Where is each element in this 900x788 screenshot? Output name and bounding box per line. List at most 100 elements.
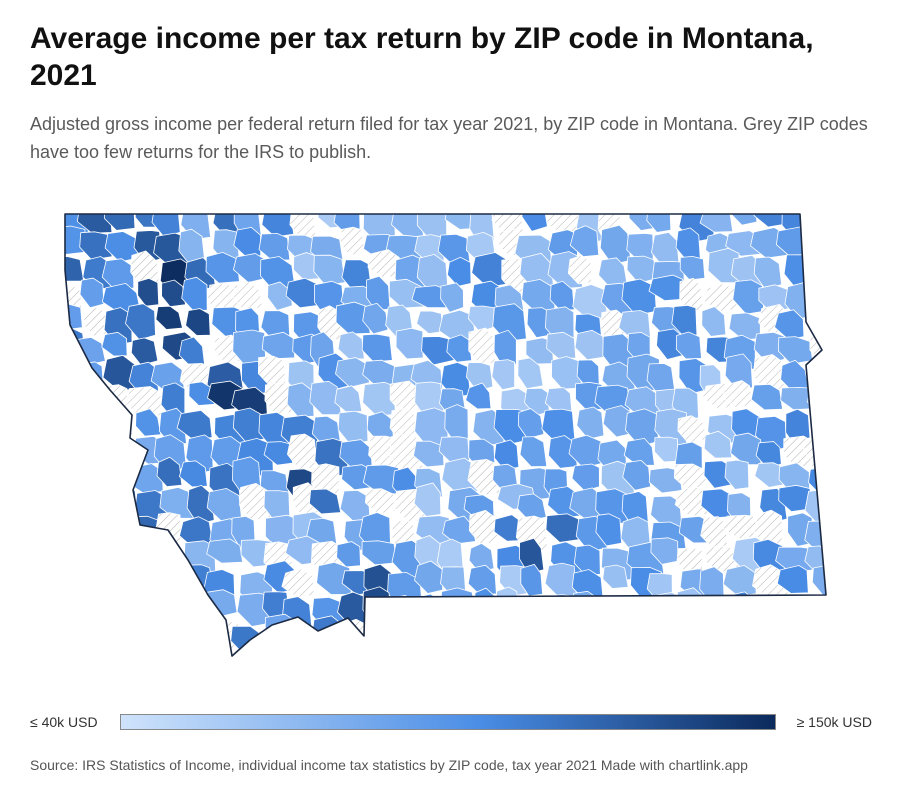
zip-area[interactable]: [286, 645, 312, 670]
zip-area[interactable]: [724, 459, 750, 490]
zip-area[interactable]: [261, 331, 296, 360]
zip-area[interactable]: [79, 651, 105, 671]
zip-area[interactable]: [753, 331, 785, 365]
zip-area[interactable]: [679, 255, 706, 281]
zip-area[interactable]: [804, 231, 838, 260]
zip-area[interactable]: [52, 616, 78, 643]
zip-area[interactable]: [156, 456, 183, 488]
zip-area[interactable]: [699, 566, 725, 603]
zip-area[interactable]: [388, 594, 419, 634]
zip-area[interactable]: [774, 309, 805, 341]
zip-area[interactable]: [446, 334, 473, 363]
zip-area[interactable]: [807, 384, 844, 417]
zip-area[interactable]: [519, 436, 548, 468]
zip-area[interactable]: [623, 437, 655, 467]
zip-area[interactable]: [646, 573, 673, 603]
zip-area[interactable]: [622, 459, 652, 491]
zip-area[interactable]: [79, 407, 116, 440]
zip-area[interactable]: [418, 641, 449, 670]
zip-area[interactable]: [465, 382, 492, 410]
zip-area[interactable]: [51, 648, 77, 670]
zip-area[interactable]: [176, 409, 213, 440]
montana-zip-map[interactable]: [0, 200, 900, 670]
zip-area[interactable]: [575, 624, 610, 651]
zip-area[interactable]: [472, 646, 500, 670]
zip-area[interactable]: [517, 493, 547, 522]
zip-area[interactable]: [675, 615, 701, 648]
zip-area[interactable]: [318, 643, 346, 670]
zip-area[interactable]: [750, 383, 783, 411]
zip-area[interactable]: [702, 616, 732, 655]
zip-area[interactable]: [130, 648, 159, 671]
zip-area[interactable]: [281, 568, 315, 598]
zip-area[interactable]: [282, 620, 307, 651]
zip-area[interactable]: [803, 643, 830, 671]
zip-area[interactable]: [810, 303, 834, 335]
zip-area[interactable]: [468, 509, 500, 546]
zip-area[interactable]: [391, 623, 416, 654]
zip-area[interactable]: [205, 251, 240, 284]
zip-area[interactable]: [160, 570, 196, 597]
zip-area[interactable]: [569, 225, 600, 258]
zip-area[interactable]: [810, 251, 842, 289]
zip-area[interactable]: [188, 381, 215, 406]
zip-area[interactable]: [440, 282, 464, 313]
zip-area[interactable]: [778, 612, 812, 643]
zip-area[interactable]: [79, 231, 113, 261]
zip-area[interactable]: [335, 301, 371, 335]
zip-area[interactable]: [624, 596, 650, 627]
zip-area[interactable]: [337, 331, 365, 360]
zip-area[interactable]: [267, 281, 293, 311]
zip-area[interactable]: [339, 226, 366, 257]
zip-area[interactable]: [704, 598, 736, 626]
zip-area[interactable]: [186, 484, 215, 525]
zip-area[interactable]: [412, 620, 438, 652]
zip-area[interactable]: [159, 642, 192, 670]
zip-area[interactable]: [55, 589, 84, 622]
zip-area[interactable]: [729, 619, 756, 656]
zip-area[interactable]: [130, 337, 159, 366]
zip-area[interactable]: [258, 233, 291, 261]
zip-area[interactable]: [441, 625, 474, 653]
zip-area[interactable]: [361, 333, 393, 363]
zip-area[interactable]: [731, 591, 759, 623]
zip-area[interactable]: [811, 564, 841, 597]
zip-area[interactable]: [722, 564, 757, 597]
zip-area[interactable]: [804, 280, 838, 315]
zip-area[interactable]: [656, 617, 688, 651]
zip-area[interactable]: [699, 206, 734, 233]
zip-area[interactable]: [648, 640, 681, 670]
zip-area[interactable]: [465, 362, 494, 392]
zip-area[interactable]: [541, 620, 580, 649]
zip-area[interactable]: [53, 385, 81, 419]
zip-area[interactable]: [313, 254, 346, 286]
zip-area[interactable]: [106, 639, 144, 666]
zip-area[interactable]: [753, 256, 783, 290]
zip-area[interactable]: [79, 567, 109, 605]
zip-area[interactable]: [263, 441, 293, 466]
zip-area[interactable]: [786, 640, 816, 670]
zip-area[interactable]: [776, 565, 809, 594]
zip-area[interactable]: [185, 308, 211, 336]
zip-area[interactable]: [565, 648, 600, 670]
zip-area[interactable]: [261, 210, 295, 238]
zip-area[interactable]: [101, 482, 138, 522]
zip-area[interactable]: [600, 644, 630, 670]
zip-area[interactable]: [653, 436, 679, 463]
zip-area[interactable]: [361, 540, 398, 566]
zip-area[interactable]: [545, 513, 583, 543]
zip-area[interactable]: [233, 226, 262, 258]
zip-area[interactable]: [576, 406, 605, 440]
zip-area[interactable]: [725, 230, 761, 257]
zip-area[interactable]: [571, 463, 600, 492]
zip-area[interactable]: [547, 594, 575, 623]
zip-area[interactable]: [442, 515, 477, 545]
zip-area[interactable]: [364, 644, 395, 670]
zip-area[interactable]: [104, 545, 135, 582]
zip-area[interactable]: [364, 488, 396, 515]
zip-area[interactable]: [100, 467, 136, 500]
zip-area[interactable]: [775, 546, 814, 574]
zip-area[interactable]: [108, 621, 135, 652]
zip-area[interactable]: [517, 408, 545, 439]
zip-area[interactable]: [181, 276, 208, 312]
